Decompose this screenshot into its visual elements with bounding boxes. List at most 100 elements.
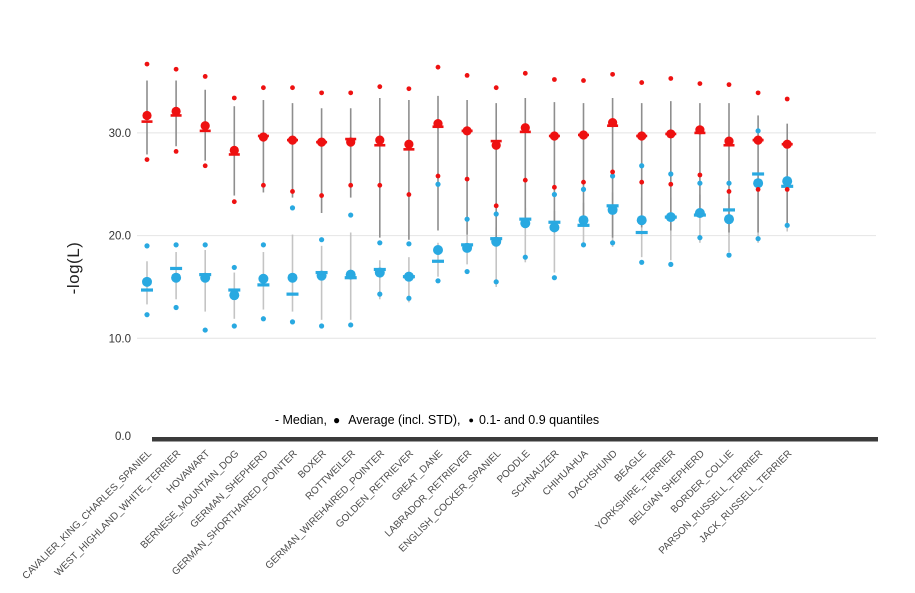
quantile-09-dot-blue	[551, 191, 558, 198]
average-dot-blue	[607, 204, 618, 215]
quantile-01-dot-blue	[522, 254, 528, 260]
quantile-01-dot-red	[348, 182, 354, 188]
average-dot-blue	[287, 272, 298, 283]
median-dash-red	[665, 132, 677, 136]
median-dash-blue	[199, 273, 212, 277]
quantile-01-dot-blue	[610, 240, 616, 246]
median-dash-blue	[257, 283, 270, 287]
median-dash-blue	[228, 288, 241, 292]
quantile-09-dot-red	[435, 64, 441, 70]
median-dash-red	[548, 134, 560, 138]
quantile-01-dot-blue	[319, 323, 325, 329]
median-dash-red	[752, 138, 764, 142]
quantile-09-dot-blue	[348, 212, 354, 218]
median-dash-blue	[344, 276, 357, 280]
median-dash-blue	[664, 215, 677, 219]
legend-median-label: - Median,	[274, 413, 327, 427]
average-dot-red	[171, 106, 181, 116]
quantile-01-dot-blue	[464, 268, 470, 275]
quantile-09-dot-blue	[464, 216, 470, 222]
quantile-01-dot-blue	[697, 235, 703, 241]
average-dot-red	[404, 139, 414, 149]
median-dash-blue	[519, 217, 532, 221]
quantile-01-dot-red	[319, 193, 324, 198]
quantile-09-dot-blue	[697, 180, 703, 186]
quantile-01-dot-red	[581, 179, 586, 185]
average-dot-red	[229, 145, 239, 155]
y-tick-label: 10.0	[109, 333, 131, 345]
median-dash-red	[228, 153, 240, 156]
quantile-09-dot-red	[581, 78, 586, 83]
average-dot-blue	[636, 215, 647, 226]
quantile-01-dot-red	[552, 184, 557, 190]
quantile-01-dot-blue	[755, 236, 761, 242]
quantile-09-dot-red	[290, 85, 295, 91]
quantile-09-dot-blue	[435, 181, 441, 187]
median-dash-red	[461, 129, 473, 133]
y-tick-label: 0.0	[115, 431, 131, 443]
quantile-09-dot-red	[552, 77, 557, 82]
quantile-09-dot-red	[493, 85, 499, 91]
median-dash-red	[170, 114, 182, 117]
average-dot-blue	[142, 276, 152, 287]
quantile-01-dot-blue	[639, 259, 645, 265]
quantile-09-dot-blue	[493, 211, 499, 217]
quantile-09-dot-red	[348, 90, 354, 96]
quantile-01-dot-red	[377, 182, 383, 188]
median-dash-red	[578, 133, 589, 137]
median-dash-blue	[315, 270, 328, 275]
average-dot-blue	[578, 215, 589, 226]
x-tick-label-breed: WEST_HIGHLAND_WHITE_TERRIER	[53, 448, 183, 578]
quantile-01-dot-blue	[580, 242, 587, 248]
quantile-01-dot-red	[610, 169, 615, 175]
median-dash-blue	[693, 213, 706, 217]
average-dot-red	[375, 135, 385, 145]
median-dash-red	[432, 125, 444, 129]
chart-legend: - Median, ● Average (incl. STD), ● 0.1- and …	[275, 413, 599, 427]
average-dot-blue	[520, 218, 531, 229]
quantile-01-dot-blue	[260, 316, 266, 322]
quantile-09-dot-red	[784, 96, 790, 102]
quantile-01-dot-red	[755, 186, 761, 192]
quantile-01-dot-blue	[493, 279, 499, 285]
legend-quantile-dot-icon: ●	[468, 415, 474, 425]
quantile-01-dot-blue	[377, 291, 383, 297]
quantile-09-dot-red	[726, 82, 732, 88]
average-dot-blue	[171, 272, 182, 283]
quantile-01-dot-red	[522, 177, 528, 183]
median-dash-blue	[577, 223, 590, 227]
quantile-01-dot-blue	[551, 275, 558, 281]
median-dash-blue	[170, 266, 183, 271]
legend-average-dot-icon: ●	[332, 413, 341, 427]
quantile-01-dot-blue	[202, 327, 208, 333]
average-dot-red	[520, 123, 530, 133]
quantile-01-dot-blue	[668, 261, 674, 267]
quantile-01-dot-blue	[173, 304, 179, 311]
median-dash-blue	[373, 267, 386, 272]
legend-quantiles-label: 0.1- and 0.9 quantiles	[478, 413, 600, 427]
median-dash-red	[316, 140, 328, 144]
average-dot-blue	[753, 178, 764, 189]
average-dot-red	[724, 136, 734, 146]
quantile-01-dot-blue	[231, 323, 237, 329]
quantile-09-dot-red	[697, 81, 703, 87]
x-axis-bar	[152, 437, 878, 442]
median-dash-red	[781, 142, 793, 146]
quantile-01-dot-red	[173, 148, 179, 154]
quantile-01-dot-red	[726, 189, 732, 194]
quantile-09-dot-blue	[755, 128, 761, 134]
quantile-01-dot-red	[231, 199, 237, 205]
quantile-01-dot-blue	[435, 278, 441, 284]
quantile-09-dot-red	[377, 84, 383, 90]
quantile-09-dot-red	[639, 80, 645, 85]
quantile-09-dot-blue	[668, 171, 674, 177]
quantile-09-dot-blue	[639, 163, 645, 169]
quantile-01-dot-red	[697, 172, 703, 178]
quantile-09-dot-blue	[144, 243, 150, 249]
quantile-01-dot-blue	[348, 322, 354, 328]
y-tick-label: 20.0	[109, 231, 131, 243]
quantile-01-dot-red	[784, 186, 790, 192]
median-dash-blue	[781, 184, 794, 188]
quantile-09-dot-blue	[173, 242, 179, 248]
